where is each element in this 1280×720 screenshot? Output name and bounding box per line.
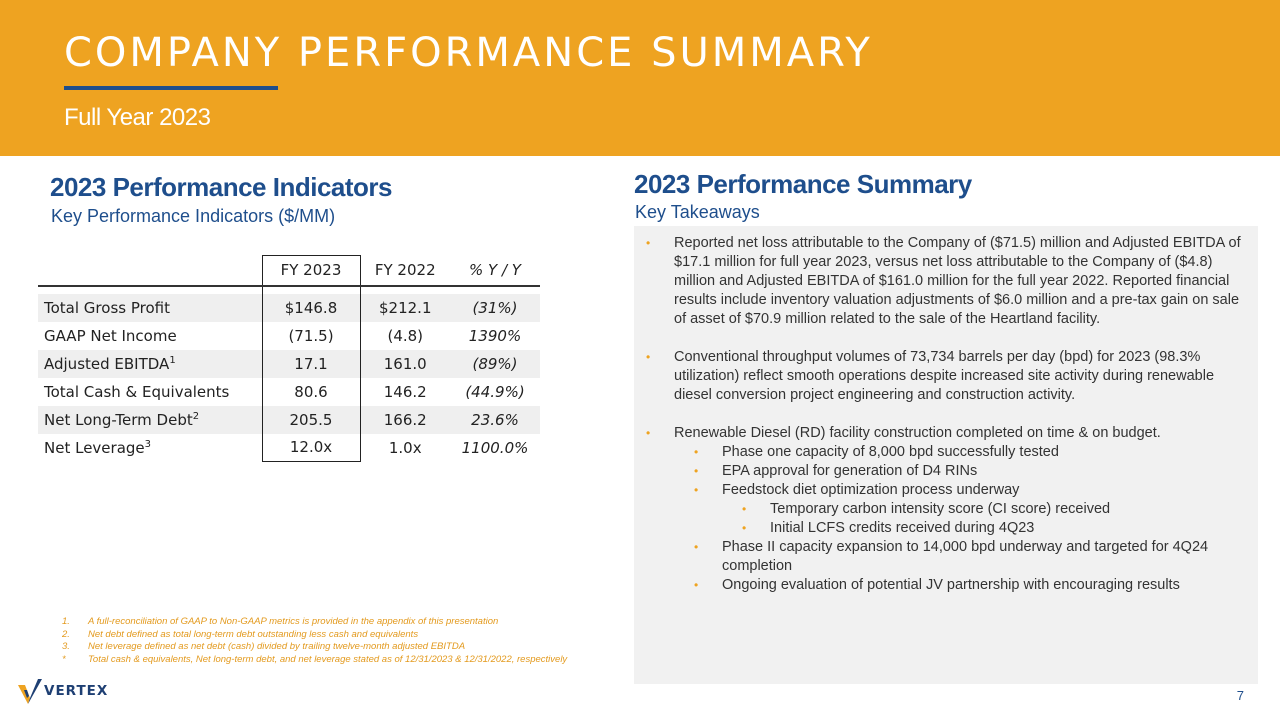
kpi-yoy-value: (44.9%)	[465, 382, 525, 401]
kpi-yoy-value: (31%)	[450, 293, 540, 322]
list-item: • Conventional throughput volumes of 73,7…	[646, 349, 1215, 403]
bullet-icon: •	[646, 350, 651, 364]
summary-title: 2023 Performance Summary	[634, 169, 972, 199]
list-item: • Reported net loss attributable to the C…	[646, 235, 1241, 327]
kpi-header-yoy: % Y / Y	[450, 255, 540, 287]
kpi-fy2022-value: $212.1	[360, 293, 450, 322]
bullet-icon: •	[742, 502, 747, 516]
kpi-header-row: FY 2023 FY 2022 % Y / Y	[38, 255, 540, 287]
kpi-label: Adjusted EBITDA1	[38, 349, 262, 378]
kpi-fy2022-value: 146.2	[383, 382, 427, 401]
kpi-header-fy2022: FY 2022	[360, 255, 450, 287]
footnote-marker: 2	[192, 410, 200, 422]
indicators-title: 2023 Performance Indicators	[50, 172, 393, 202]
kpi-yoy-value: 1100.0%	[461, 438, 529, 457]
kpi-fy2023-value: 80.6	[261, 377, 361, 406]
logo-wordmark: VERTEX	[44, 683, 109, 699]
table-row: Total Gross Profit $146.8 $212.1 (31%)	[38, 293, 540, 322]
vertex-mark-icon	[18, 679, 42, 704]
kpi-header-fy2023: FY 2023	[261, 255, 361, 287]
indicators-subtitle: Key Performance Indicators ($/MM)	[51, 206, 336, 226]
kpi-fy2023-value: 205.5	[261, 405, 361, 434]
footnote: * Total cash & equivalents, Net long-term…	[62, 653, 568, 665]
kpi-label: GAAP Net Income	[44, 326, 177, 345]
page-title: COMPANY PERFORMANCE SUMMARY	[64, 30, 873, 76]
kpi-yoy-value: (89%)	[450, 349, 540, 378]
kpi-fy2022-value: 1.0x	[388, 438, 422, 457]
kpi-label: Net Leverage3	[44, 438, 152, 457]
list-item: • EPA approval for generation of D4 RINs	[694, 463, 978, 479]
kpi-yoy-value: 1390%	[468, 326, 522, 345]
header-banner: COMPANY PERFORMANCE SUMMARY Full Year 20…	[0, 0, 1280, 156]
title-underline	[64, 86, 278, 90]
kpi-fy2023-value: 17.1	[261, 349, 361, 378]
kpi-yoy-value: 23.6%	[450, 405, 540, 434]
bullet-icon: •	[694, 540, 699, 554]
bullet-icon: •	[646, 236, 651, 250]
summary-bullet-list: • Reported net loss attributable to the C…	[646, 234, 1246, 595]
list-item: • Ongoing evaluation of potential JV part…	[694, 577, 1180, 593]
table-row: GAAP Net Income (71.5) (4.8) 1390%	[38, 321, 540, 350]
vertex-logo: VERTEX	[18, 676, 108, 706]
list-item: • Initial LCFS credits received during 4Q…	[742, 520, 1035, 536]
kpi-label: Total Cash & Equivalents	[44, 382, 230, 401]
bullet-icon: •	[646, 426, 651, 440]
list-item: • Feedstock diet optimization process und…	[694, 482, 1020, 498]
footnote-marker: 1	[169, 354, 176, 366]
footnotes: 1. A full-reconciliation of GAAP to Non-G…	[62, 616, 567, 666]
bullet-icon: •	[694, 483, 699, 497]
list-item: • Temporary carbon intensity score (CI sc…	[742, 501, 1111, 517]
bullet-icon: •	[694, 445, 699, 459]
page-number: 7	[1236, 688, 1244, 703]
table-row: Net Long-Term Debt2 205.5 166.2 23.6%	[38, 405, 540, 434]
bullet-icon: •	[694, 578, 699, 592]
table-row: Total Cash & Equivalents 80.6 146.2 (44.…	[38, 377, 540, 406]
list-item: • Phase one capacity of 8,000 bpd success…	[694, 444, 1059, 460]
footnote: 3. Net leverage defined as net debt (cash…	[62, 641, 466, 652]
kpi-fy2022-value: 166.2	[360, 405, 450, 434]
page-subtitle: Full Year 2023	[64, 104, 211, 131]
kpi-header-label	[38, 255, 262, 287]
summary-subtitle: Key Takeaways	[635, 202, 760, 222]
kpi-fy2023-value: $146.8	[261, 293, 361, 322]
kpi-label: Total Gross Profit	[38, 293, 262, 322]
kpi-fy2023-value: (71.5)	[261, 321, 361, 350]
kpi-fy2022-value: (4.8)	[387, 326, 424, 345]
table-row: Adjusted EBITDA1 17.1 161.0 (89%)	[38, 349, 540, 378]
footnote-marker: 3	[144, 438, 152, 450]
bullet-icon: •	[694, 464, 699, 478]
list-item: • Phase II capacity expansion to 14,000 b…	[694, 539, 1209, 574]
summary-panel: • Reported net loss attributable to the C…	[634, 226, 1258, 684]
list-item: • Renewable Diesel (RD) facility construc…	[646, 425, 1161, 441]
footnote: 1. A full-reconciliation of GAAP to Non-G…	[62, 616, 499, 627]
table-row: Net Leverage3 12.0x 1.0x 1100.0%	[38, 433, 540, 462]
kpi-table: FY 2023 FY 2022 % Y / Y Total Gross Prof…	[38, 255, 540, 462]
kpi-fy2022-value: 161.0	[360, 349, 450, 378]
kpi-fy2023-value: 12.0x	[261, 433, 361, 462]
footnote: 2. Net debt defined as total long-term de…	[62, 628, 419, 640]
kpi-label: Net Long-Term Debt2	[38, 405, 262, 434]
bullet-icon: •	[742, 521, 747, 535]
